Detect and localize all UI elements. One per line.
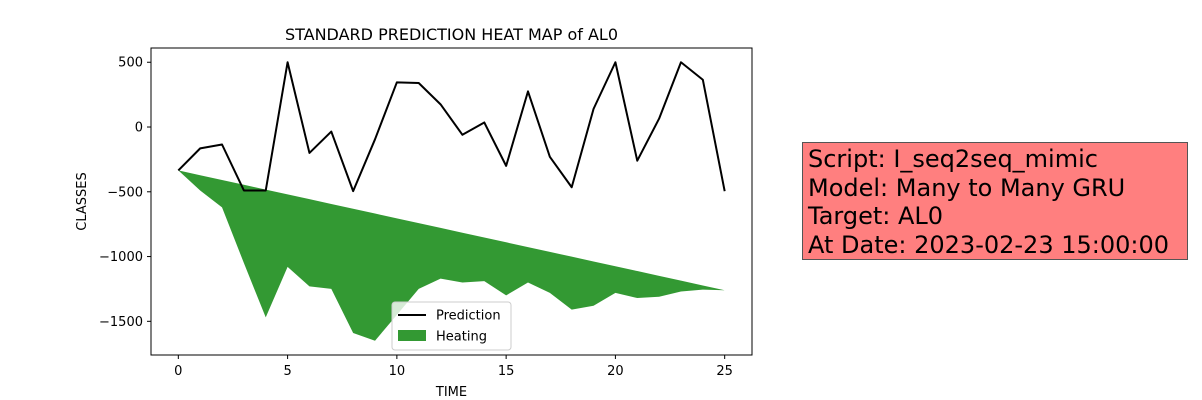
x-tick-label: 0 — [174, 364, 182, 379]
legend: Prediction Heating — [391, 301, 512, 351]
x-tick-label: 20 — [607, 364, 624, 379]
info-target: Target: AL0 — [808, 202, 944, 230]
legend-prediction-label: Prediction — [436, 309, 501, 324]
plot-frame — [150, 47, 753, 356]
info-box: Script: I_seq2seq_mimic Model: Many to M… — [802, 142, 1188, 260]
legend-heating-swatch — [398, 330, 426, 341]
x-tick-label: 25 — [716, 364, 733, 379]
info-script: Script: I_seq2seq_mimic — [808, 145, 1098, 173]
x-tick-label: 10 — [389, 364, 406, 379]
y-tick-label: 500 — [118, 56, 143, 71]
heating-area — [178, 170, 725, 341]
x-tick-label: 15 — [498, 364, 515, 379]
x-tick-label: 5 — [283, 364, 291, 379]
y-axis-label: CLASSES — [75, 172, 90, 230]
y-tick-label: −1500 — [99, 315, 143, 330]
x-axis-label: TIME — [435, 385, 467, 400]
legend-heating-label: Heating — [436, 330, 487, 345]
chart-title: STANDARD PREDICTION HEAT MAP of AL0 — [285, 25, 618, 44]
prediction-line — [177, 61, 726, 193]
y-tick-label: −1000 — [99, 250, 143, 265]
axes-ticks: 0 5 10 15 20 25 500 0 −500 −1000 −1500 — [99, 56, 733, 379]
plot-area — [177, 61, 726, 341]
y-tick-label: −500 — [107, 185, 143, 200]
y-tick-label: 0 — [135, 121, 143, 136]
info-date: At Date: 2023-02-23 15:00:00 — [808, 230, 1170, 259]
info-model: Model: Many to Many GRU — [808, 173, 1126, 202]
